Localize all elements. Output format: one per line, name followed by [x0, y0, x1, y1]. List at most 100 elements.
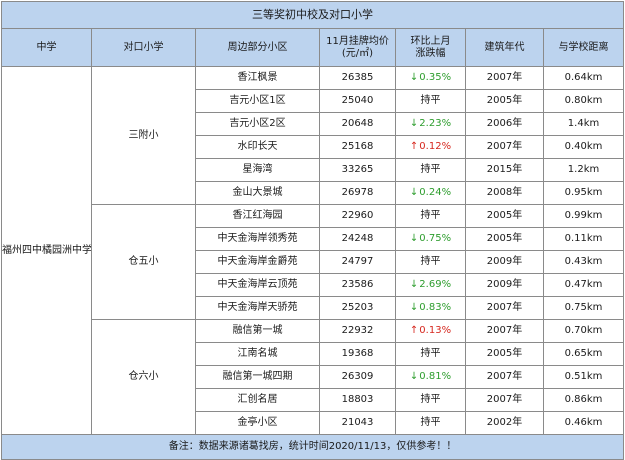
arrow-down-icon: ↓: [409, 72, 419, 83]
distance-cell: 0.11km: [542, 227, 625, 251]
header-price: 11月挂牌均价 (元/㎡): [319, 28, 396, 67]
change-cell: ↓0.83%: [395, 296, 466, 320]
year-cell: 2007年: [465, 365, 544, 389]
table-row: 江南名城 19368 持平 2005年 0.65km: [2, 342, 625, 366]
price-cell: 26978: [319, 181, 396, 205]
table-row: 星海湾 33265 持平 2015年 1.2km: [2, 158, 625, 182]
price-cell: 24797: [319, 250, 396, 274]
year-cell: 2009年: [465, 273, 544, 297]
year-cell: 2005年: [465, 342, 544, 366]
change-value: 持平: [420, 348, 441, 359]
community-name: 汇创名居: [195, 388, 320, 412]
distance-cell: 0.99km: [542, 204, 625, 228]
change-cell: 持平: [395, 204, 466, 228]
change-value: 2.69%: [419, 279, 452, 290]
change-cell: ↑0.12%: [395, 135, 466, 159]
community-name: 中天金海岸云顶苑: [195, 273, 320, 297]
middle-school-name: 福州四中橘园洲中学: [1, 66, 92, 435]
table-row: 水印长天 25168 ↑0.12% 2007年 0.40km: [2, 135, 625, 159]
change-value: 2.23%: [419, 118, 452, 129]
change-cell: ↓0.81%: [395, 365, 466, 389]
distance-cell: 0.43km: [542, 250, 625, 274]
header-community: 周边部分小区: [195, 28, 320, 67]
community-name: 吉元小区1区: [195, 89, 320, 113]
price-cell: 24248: [319, 227, 396, 251]
distance-cell: 0.51km: [542, 365, 625, 389]
distance-cell: 1.4km: [542, 112, 625, 136]
primary-school-name: 三附小: [91, 66, 196, 205]
distance-cell: 0.46km: [542, 411, 625, 435]
arrow-down-icon: ↓: [409, 371, 419, 382]
price-cell: 25040: [319, 89, 396, 113]
arrow-down-icon: ↓: [409, 118, 419, 129]
year-cell: 2008年: [465, 181, 544, 205]
table-row: 汇创名居 18803 持平 2007年 0.86km: [2, 388, 625, 412]
change-value: 持平: [420, 417, 441, 428]
change-value: 0.24%: [419, 187, 452, 198]
primary-school-name: 仓六小: [91, 319, 196, 435]
change-value: 0.75%: [419, 233, 452, 244]
arrow-down-icon: ↓: [409, 279, 419, 290]
distance-cell: 0.75km: [542, 296, 625, 320]
table-row: 中天金海岸金爵苑 24797 持平 2009年 0.43km: [2, 250, 625, 274]
change-cell: ↓2.69%: [395, 273, 466, 297]
distance-cell: 1.2km: [542, 158, 625, 182]
change-cell: 持平: [395, 89, 466, 113]
year-cell: 2005年: [465, 204, 544, 228]
change-cell: 持平: [395, 250, 466, 274]
table-row: 金山大景城 26978 ↓0.24% 2008年 0.95km: [2, 181, 625, 205]
distance-cell: 0.86km: [542, 388, 625, 412]
change-value: 持平: [420, 256, 441, 267]
community-name: 星海湾: [195, 158, 320, 182]
year-cell: 2007年: [465, 319, 544, 343]
year-cell: 2015年: [465, 158, 544, 182]
community-name: 香江红海园: [195, 204, 320, 228]
year-cell: 2007年: [465, 135, 544, 159]
change-value: 0.13%: [419, 325, 452, 336]
distance-cell: 0.65km: [542, 342, 625, 366]
change-cell: 持平: [395, 388, 466, 412]
community-name: 中天金海岸领秀苑: [195, 227, 320, 251]
year-cell: 2005年: [465, 89, 544, 113]
price-cell: 22960: [319, 204, 396, 228]
year-cell: 2007年: [465, 66, 544, 90]
price-cell: 26309: [319, 365, 396, 389]
header-year: 建筑年代: [465, 28, 544, 67]
header-change: 环比上月 涨跌幅: [395, 28, 466, 67]
price-cell: 33265: [319, 158, 396, 182]
distance-cell: 0.40km: [542, 135, 625, 159]
primary-school-name: 仓五小: [91, 204, 196, 320]
change-cell: 持平: [395, 158, 466, 182]
table-title: 三等奖初中校及对口小学: [0, 1, 625, 29]
price-cell: 20648: [319, 112, 396, 136]
change-value: 0.35%: [419, 72, 452, 83]
change-cell: ↓2.23%: [395, 112, 466, 136]
community-name: 融信第一城四期: [195, 365, 320, 389]
community-name: 金亭小区: [195, 411, 320, 435]
arrow-down-icon: ↓: [409, 187, 419, 198]
change-cell: ↓0.35%: [395, 66, 466, 90]
year-cell: 2007年: [465, 388, 544, 412]
community-name: 金山大景城: [195, 181, 320, 205]
header-primary-school: 对口小学: [91, 28, 196, 67]
price-cell: 21043: [319, 411, 396, 435]
price-cell: 18803: [319, 388, 396, 412]
distance-cell: 0.70km: [542, 319, 625, 343]
price-cell: 25168: [319, 135, 396, 159]
change-cell: ↑0.13%: [395, 319, 466, 343]
table-row: 中天金海岸云顶苑 23586 ↓2.69% 2009年 0.47km: [2, 273, 625, 297]
community-name: 中天金海岸天骄苑: [195, 296, 320, 320]
table-row: 中天金海岸天骄苑 25203 ↓0.83% 2007年 0.75km: [2, 296, 625, 320]
year-cell: 2006年: [465, 112, 544, 136]
price-cell: 22932: [319, 319, 396, 343]
community-name: 水印长天: [195, 135, 320, 159]
change-value: 持平: [420, 394, 441, 405]
price-cell: 19368: [319, 342, 396, 366]
price-cell: 25203: [319, 296, 396, 320]
price-cell: 23586: [319, 273, 396, 297]
change-value: 持平: [420, 95, 441, 106]
arrow-up-icon: ↑: [409, 325, 419, 336]
arrow-down-icon: ↓: [409, 233, 419, 244]
price-cell: 26385: [319, 66, 396, 90]
